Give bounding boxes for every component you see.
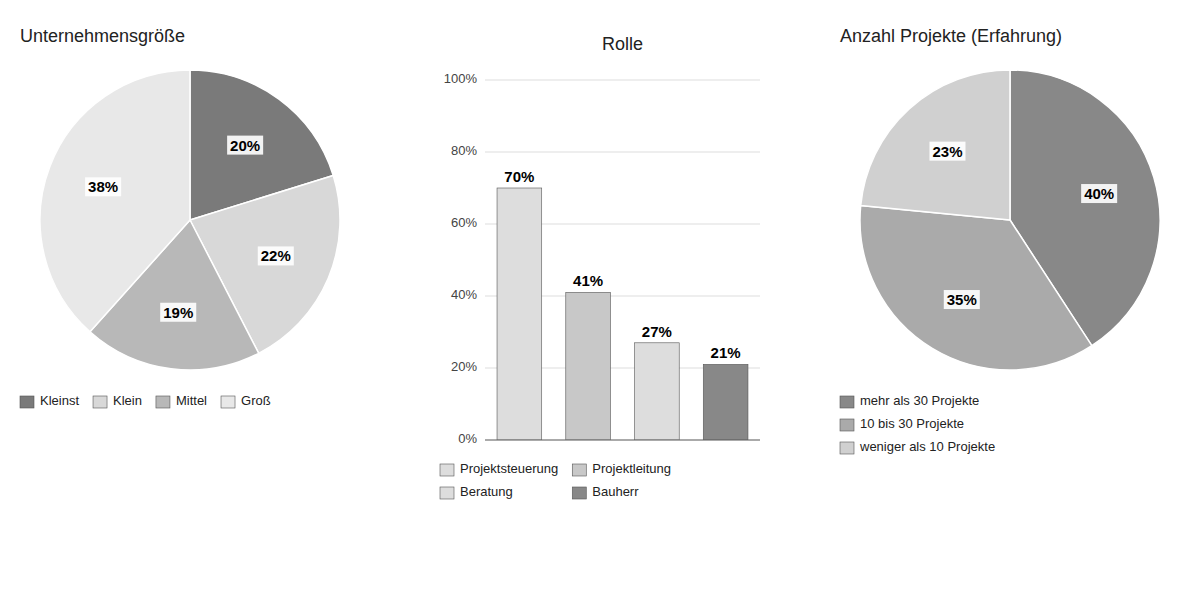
x-axis-line xyxy=(485,440,760,441)
legend-label: 10 bis 30 Projekte xyxy=(860,416,964,431)
data-labels: 70% 41% 27% 21% xyxy=(504,168,740,361)
legend-label: Groß xyxy=(241,393,271,408)
legend-item: Projektsteuerung xyxy=(440,461,558,476)
legend-item: weniger als 10 Projekte xyxy=(840,439,995,454)
legend-label: Bauherr xyxy=(592,484,639,499)
pie-wedge xyxy=(860,206,1092,370)
legend: Projektsteuerung Projektleitung Beratung Ba… xyxy=(440,461,671,499)
chart-title: Rolle xyxy=(602,34,643,54)
data-label: 70% xyxy=(504,168,534,185)
chart-title: Unternehmensgröße xyxy=(20,26,185,46)
legend-label: mehr als 30 Projekte xyxy=(860,393,979,408)
legend-label: Beratung xyxy=(460,484,513,499)
legend-item: Klein xyxy=(93,393,142,408)
legend-item: Mittel xyxy=(156,393,207,408)
legend-swatch xyxy=(840,419,854,431)
data-labels: 40% 35% 23% xyxy=(929,142,1117,309)
wedges xyxy=(40,70,340,370)
chart-canvas: Unternehmensgröße20%22%19%38%KleinstKlei… xyxy=(0,0,1200,600)
grid-line xyxy=(485,80,760,81)
tick-label: 20% xyxy=(451,359,477,374)
data-label: 21% xyxy=(711,344,741,361)
legend-swatch xyxy=(221,396,235,408)
legend-swatch xyxy=(840,396,854,408)
data-label: 20% xyxy=(230,137,260,154)
data-label: 41% xyxy=(573,272,603,289)
bar xyxy=(635,343,680,440)
legend-label: Mittel xyxy=(176,393,207,408)
data-label: 35% xyxy=(947,291,977,308)
legend-label: Kleinst xyxy=(40,393,79,408)
legend: Kleinst Klein Mittel Groß xyxy=(20,393,271,408)
background xyxy=(0,0,1200,600)
data-labels: 20% 22% 19% 38% xyxy=(85,136,294,322)
data-label-background xyxy=(929,142,965,161)
data-label-background xyxy=(160,303,196,322)
bar xyxy=(566,292,611,440)
data-label: 38% xyxy=(88,178,118,195)
tick-label: 100% xyxy=(444,71,478,86)
pie-wedge xyxy=(40,70,190,332)
legend-swatch xyxy=(840,442,854,454)
legend-item: Beratung xyxy=(440,484,513,499)
bars xyxy=(497,188,748,440)
data-label-background xyxy=(944,290,980,309)
legend-item: Kleinst xyxy=(20,393,79,408)
data-label: 22% xyxy=(261,247,291,264)
pie-chart: Anzahl Projekte (Erfahrung) 40% 35% 23% mehr… xyxy=(840,26,1160,454)
tick-label: 80% xyxy=(451,143,477,158)
legend-label: Klein xyxy=(113,393,142,408)
chart-title: Anzahl Projekte (Erfahrung) xyxy=(840,26,1062,46)
tick-label: 40% xyxy=(451,287,477,302)
data-label: 19% xyxy=(163,304,193,321)
tick-label: 0% xyxy=(458,431,477,446)
data-label-background xyxy=(227,136,263,155)
bar xyxy=(497,188,542,440)
pie-chart: Unternehmensgröße20%22%19%38%KleinstKlei… xyxy=(20,26,340,408)
bar xyxy=(703,364,748,440)
data-label-background xyxy=(258,246,294,265)
legend-item: Bauherr xyxy=(572,484,639,499)
legend-swatch xyxy=(572,464,586,476)
data-label: 23% xyxy=(932,143,962,160)
pie-wedge xyxy=(861,70,1010,220)
legend-swatch xyxy=(440,487,454,499)
legend-swatch xyxy=(440,464,454,476)
legend-swatch xyxy=(93,396,107,408)
legend-item: mehr als 30 Projekte xyxy=(840,393,979,408)
grid-line xyxy=(485,152,760,153)
y-axis: 0% 20% 40% 60% 80% 100% xyxy=(444,71,760,446)
legend-swatch xyxy=(156,396,170,408)
legend-item: Projektleitung xyxy=(572,461,671,476)
legend-item: Groß xyxy=(221,393,271,408)
data-label-background xyxy=(1081,184,1117,203)
data-label-background xyxy=(85,177,121,196)
data-label: 40% xyxy=(1084,185,1114,202)
legend: mehr als 30 Projekte 10 bis 30 Projekte we… xyxy=(840,393,995,454)
tick-label: 60% xyxy=(451,215,477,230)
grid-line xyxy=(485,440,760,441)
legend-swatch xyxy=(572,487,586,499)
legend-swatch xyxy=(20,396,34,408)
data-label: 27% xyxy=(642,323,672,340)
wedges xyxy=(860,70,1160,370)
legend-label: Projektleitung xyxy=(592,461,671,476)
legend-item: 10 bis 30 Projekte xyxy=(840,416,964,431)
bar-chart: Rolle 0% 20% 40% 60% 80% 100% 70% 41% 27% 21% Proje… xyxy=(440,34,760,499)
legend-label: Projektsteuerung xyxy=(460,461,558,476)
legend-label: weniger als 10 Projekte xyxy=(859,439,995,454)
